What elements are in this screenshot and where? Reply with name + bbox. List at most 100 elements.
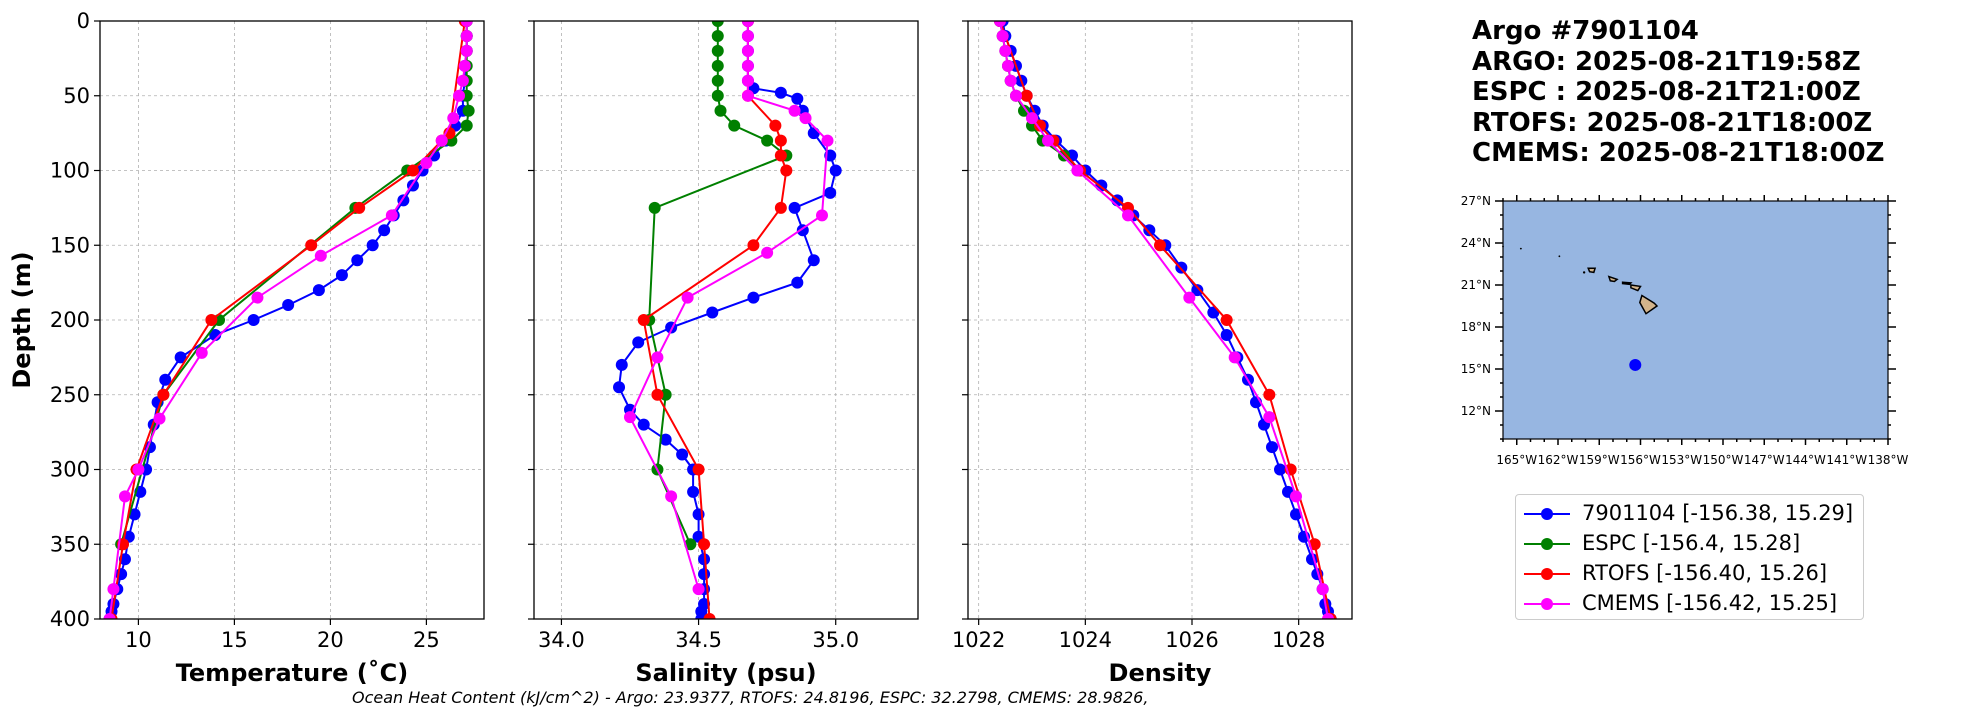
map-ocean: [1503, 201, 1888, 439]
data-point-sal-espc: [659, 388, 672, 401]
data-point-temp-espc: [460, 119, 473, 132]
y-tick-label: 300: [50, 458, 90, 482]
y-tick-label: 0: [77, 9, 90, 33]
data-point-dens-cmems: [1071, 164, 1084, 177]
panel-dens: 1022 1024 1026 1028 Density: [952, 20, 1353, 687]
x-tick-label-dens: 1028: [1272, 628, 1325, 652]
data-point-sal-rtofs: [692, 463, 705, 476]
y-axis-label: Depth (m): [8, 251, 36, 388]
data-point-sal-espc: [711, 29, 724, 42]
data-point-temp-cmems: [458, 59, 471, 72]
legend-label-rtofs: RTOFS [-156.40, 15.26]: [1582, 561, 1828, 585]
data-point-temp-cmems: [132, 463, 145, 476]
x-axis-label-sal: Salinity (psu): [635, 659, 816, 687]
data-point-dens-rtofs: [1034, 119, 1046, 132]
data-point-sal-7901104: [698, 553, 711, 566]
map-lat-label: 18°N: [1461, 320, 1491, 334]
data-point-temp-cmems: [435, 134, 448, 147]
figure-title: Argo #7901104 ARGO: 2025-08-21T19:58Z ES…: [1472, 16, 1884, 169]
data-point-sal-espc: [761, 134, 774, 147]
data-point-temp-cmems: [460, 44, 473, 57]
data-point-sal-rtofs: [651, 388, 664, 401]
data-point-dens-cmems: [1026, 112, 1038, 125]
data-point-temp-cmems: [195, 346, 208, 359]
y-tick-label: 350: [50, 532, 90, 556]
island-kauai: [1587, 267, 1597, 274]
data-point-sal-cmems: [665, 490, 678, 503]
data-point-sal-cmems: [799, 112, 812, 125]
map-lon-label: 150°W: [1703, 453, 1744, 467]
data-point-sal-7901104: [637, 418, 650, 431]
y-tick-label: 50: [63, 84, 90, 108]
data-point-sal-7901104: [824, 186, 837, 199]
data-point-sal-7901104: [829, 164, 842, 177]
data-point-temp-7901104: [366, 239, 379, 252]
map-lat-label: 15°N: [1461, 362, 1491, 376]
data-point-sal-rtofs: [774, 149, 787, 162]
data-point-dens-cmems: [1183, 291, 1196, 304]
legend-item-argo: 7901104 [-156.38, 15.29]: [1516, 499, 1863, 529]
data-point-sal-espc: [648, 201, 661, 214]
data-point-sal-7901104: [747, 291, 760, 304]
island-molokai: [1621, 281, 1633, 286]
data-point-sal-7901104: [807, 254, 820, 267]
series-group-temp: [103, 21, 475, 619]
data-point-dens-cmems: [999, 44, 1012, 57]
islet-nihoa: [1558, 255, 1561, 258]
data-point-sal-cmems: [816, 209, 828, 222]
map-lon-label: 138°W: [1868, 453, 1909, 467]
data-point-sal-7901104: [706, 306, 719, 319]
data-point-sal-cmems: [741, 59, 754, 72]
data-point-dens-rtofs: [1263, 388, 1276, 401]
data-point-temp-cmems: [251, 291, 264, 304]
x-tick-label-temp: 20: [317, 628, 344, 652]
legend-marker-espc: [1524, 538, 1570, 550]
legend-label-argo: 7901104 [-156.38, 15.29]: [1582, 501, 1854, 525]
x-axis-label-temp: Temperature (˚C): [176, 659, 409, 687]
data-point-sal-rtofs: [698, 538, 711, 551]
data-point-temp-cmems: [420, 157, 433, 170]
data-point-dens-espc: [1018, 104, 1030, 117]
data-point-sal-cmems: [741, 44, 754, 57]
island-maui: [1630, 284, 1642, 292]
data-point-sal-espc: [728, 119, 741, 132]
data-point-sal-espc: [711, 74, 724, 87]
y-tick-label: 200: [50, 308, 90, 332]
data-point-dens-cmems: [1322, 613, 1334, 619]
panel-temp: 10 15 20 25050100150200250300350400Temperat…: [8, 9, 485, 687]
data-point-dens-rtofs: [1154, 239, 1166, 252]
data-point-sal-cmems: [741, 74, 754, 87]
data-point-sal-7901104: [791, 276, 804, 289]
data-point-temp-cmems: [103, 613, 116, 619]
data-point-sal-cmems: [821, 134, 834, 147]
data-point-dens-7901104: [1274, 463, 1286, 476]
x-tick-label-dens: 1024: [1059, 628, 1112, 652]
map-lat-label: 21°N: [1461, 278, 1491, 292]
legend-marker-rtofs: [1524, 568, 1570, 580]
data-point-temp-rtofs: [406, 164, 419, 177]
data-point-temp-7901104: [247, 314, 260, 326]
data-point-sal-7901104: [687, 485, 700, 498]
data-point-sal-rtofs: [637, 314, 650, 326]
title-line-argo-id: Argo #7901104: [1472, 16, 1699, 46]
x-tick-label-sal: 34.5: [675, 628, 722, 652]
data-point-sal-cmems: [624, 411, 636, 424]
ocean-heat-content-footer: Ocean Heat Content (kJ/cm^2) - Argo: 23.…: [352, 688, 1149, 707]
data-point-temp-cmems: [385, 209, 398, 222]
panel-sal: 34.0 34.5 35.0 Salinity (psu): [528, 20, 919, 687]
data-point-sal-7901104: [807, 127, 820, 140]
data-point-sal-cmems: [788, 104, 801, 117]
map-lon-label: 156°W: [1620, 453, 1661, 467]
data-point-sal-cmems: [651, 351, 664, 364]
data-point-sal-rtofs: [769, 119, 782, 132]
data-point-dens-cmems: [1122, 209, 1134, 222]
data-point-sal-7901104: [774, 86, 787, 99]
data-point-temp-7901104: [282, 299, 295, 312]
title-line-rtofs-time: RTOFS: 2025-08-21T18:00Z: [1472, 107, 1873, 138]
data-point-sal-7901104: [613, 381, 626, 394]
y-tick-label: 150: [50, 233, 90, 257]
legend-marker-cmems: [1524, 598, 1570, 610]
data-point-dens-cmems: [1290, 490, 1302, 503]
map-lon-label: 144°W: [1785, 453, 1826, 467]
map-lon-label: 153°W: [1661, 453, 1702, 467]
